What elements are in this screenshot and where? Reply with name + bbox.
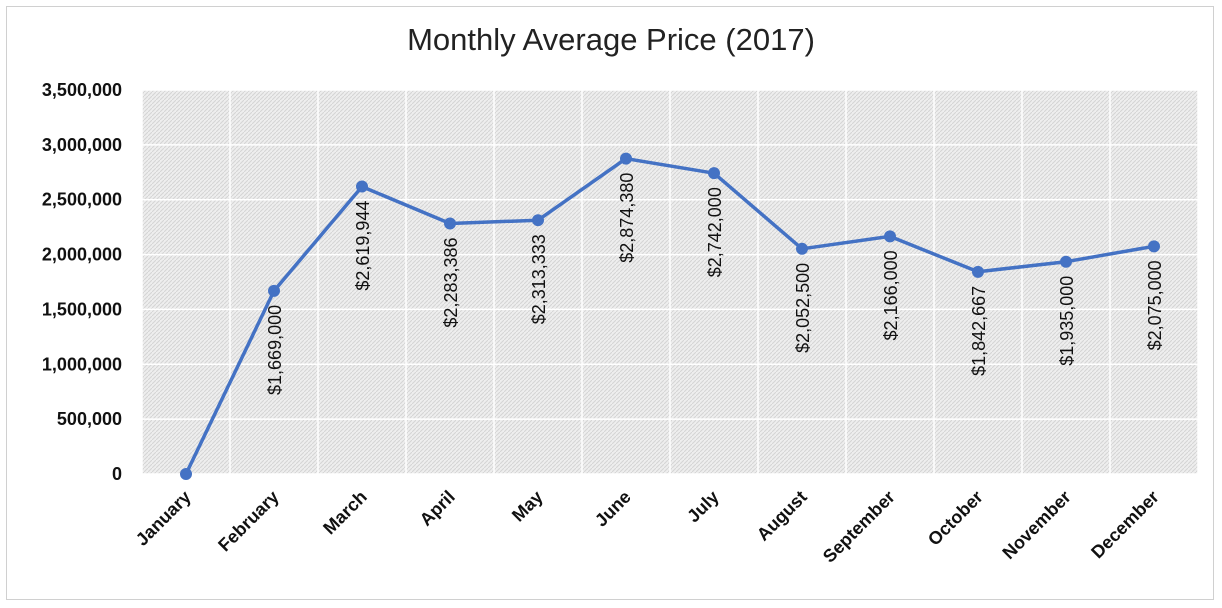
data-label: $1,842,667 xyxy=(969,286,989,376)
x-tick-label: October xyxy=(924,487,987,550)
data-point xyxy=(444,217,456,230)
data-label: $2,283,386 xyxy=(441,237,461,327)
x-tick-label: April xyxy=(416,487,459,530)
data-labels: $1,669,000 $2,619,944 $2,283,386 $2,313,333… xyxy=(265,173,1165,395)
x-tick-label: February xyxy=(214,487,283,556)
x-tick-label: December xyxy=(1087,487,1163,563)
data-label: $2,874,380 xyxy=(617,173,637,263)
y-axis-ticks: 0 500,000 1,000,000 1,500,000 2,000,000 2,500… xyxy=(42,80,122,484)
data-point xyxy=(796,242,808,255)
grid-lines xyxy=(141,89,1199,475)
y-tick-label: 2,500,000 xyxy=(42,190,122,210)
x-tick-label: June xyxy=(591,487,635,531)
x-axis-ticks: January February March April May June July Augu… xyxy=(132,487,1163,567)
data-label: $2,166,000 xyxy=(881,250,901,340)
data-label: $2,742,000 xyxy=(705,187,725,277)
y-tick-label: 3,500,000 xyxy=(42,80,122,100)
x-tick-label: August xyxy=(753,487,811,545)
y-tick-label: 500,000 xyxy=(57,409,122,429)
data-label: $1,669,000 xyxy=(265,305,285,395)
x-tick-label: November xyxy=(998,487,1074,563)
series-layer xyxy=(180,152,1160,480)
series-line xyxy=(184,156,1155,475)
data-point xyxy=(532,214,544,227)
data-label: $2,075,000 xyxy=(1145,260,1165,350)
data-label: $2,313,333 xyxy=(529,234,549,324)
y-tick-label: 2,000,000 xyxy=(42,245,122,265)
x-tick-label: September xyxy=(819,487,899,567)
data-point xyxy=(884,230,896,243)
x-tick-label: January xyxy=(132,487,195,550)
x-tick-label: May xyxy=(508,487,547,526)
x-tick-label: July xyxy=(683,487,723,527)
y-tick-label: 0 xyxy=(112,464,122,484)
data-point xyxy=(1060,255,1072,268)
y-tick-label: 3,000,000 xyxy=(42,135,122,155)
data-point xyxy=(708,167,720,180)
data-point xyxy=(972,265,984,278)
data-label: $2,619,944 xyxy=(353,201,373,291)
data-point xyxy=(268,284,280,297)
data-label: $1,935,000 xyxy=(1057,276,1077,366)
data-point xyxy=(180,468,192,480)
y-tick-label: 1,500,000 xyxy=(42,299,122,319)
data-point xyxy=(1148,240,1160,253)
data-label: $2,052,500 xyxy=(793,263,813,353)
y-tick-label: 1,000,000 xyxy=(42,354,122,374)
data-point xyxy=(620,152,632,165)
x-tick-label: March xyxy=(319,487,371,539)
chart-title: Monthly Average Price (2017) xyxy=(407,22,815,57)
data-point xyxy=(356,180,368,193)
